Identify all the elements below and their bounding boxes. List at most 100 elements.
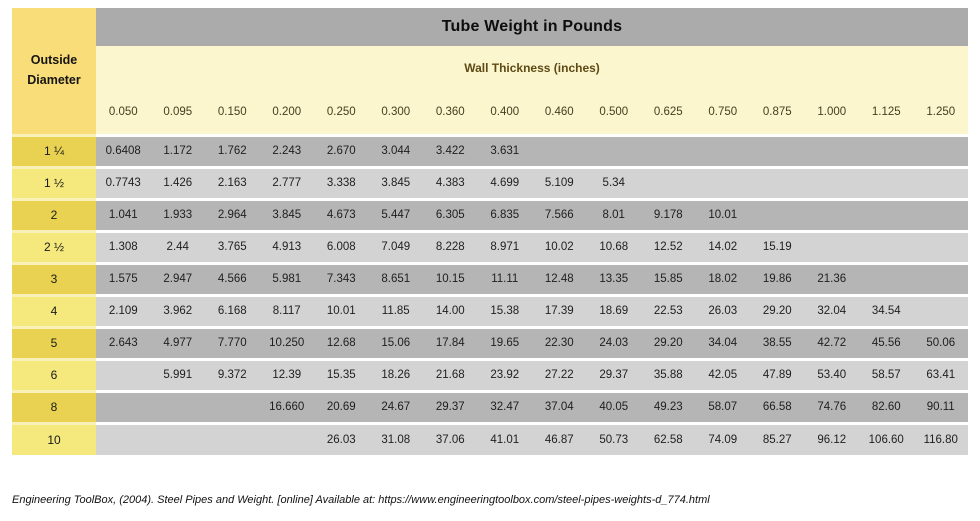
table-cell: 8.117: [259, 293, 314, 327]
table-row-1¼: 1 ¼ 0.6408 1.172 1.762 2.243 2.670 3.044 3.422 3…: [12, 133, 968, 167]
column-header-0.400: 0.400: [477, 90, 532, 135]
table-cell: 18.69: [586, 293, 641, 327]
table-cell: 96.12: [804, 421, 859, 455]
table-cell-empty: [913, 133, 968, 167]
table-cell-empty: [695, 165, 750, 199]
column-header-0.250: 0.250: [314, 90, 369, 135]
table-cell: 1.575: [96, 261, 151, 295]
table-cell: 24.67: [368, 389, 423, 423]
table-cell: 5.109: [532, 165, 587, 199]
table-cell: 24.03: [586, 325, 641, 359]
table-cell: 4.566: [205, 261, 260, 295]
table-cell: 18.26: [368, 357, 423, 391]
table-cell-empty: [96, 421, 151, 455]
table-cell: 14.00: [423, 293, 478, 327]
table-cell-empty: [804, 197, 859, 231]
table-cell: 50.06: [913, 325, 968, 359]
table-cell: 3.631: [477, 133, 532, 167]
table-cell: 3.765: [205, 229, 260, 263]
row-label: 10: [12, 421, 96, 455]
table-cell-empty: [804, 229, 859, 263]
table-cell: 74.09: [695, 421, 750, 455]
table-cell: 1.041: [96, 197, 151, 231]
table-cell-empty: [859, 229, 914, 263]
column-group-row: Wall Thickness (inches): [12, 46, 968, 90]
table-cell: 3.044: [368, 133, 423, 167]
table-cell: 15.19: [750, 229, 805, 263]
table-cell-empty: [859, 197, 914, 231]
table-body: Outside Diameter Tube Weight in Pounds W…: [12, 8, 968, 455]
table-cell: 6.835: [477, 197, 532, 231]
table-cell: 2.947: [150, 261, 205, 295]
column-header-0.150: 0.150: [205, 90, 260, 135]
table-cell: 9.372: [205, 357, 260, 391]
row-label: 2: [12, 197, 96, 231]
table-cell: 12.52: [641, 229, 696, 263]
table-cell: 42.05: [695, 357, 750, 391]
table-cell: 22.53: [641, 293, 696, 327]
table-cell: 12.48: [532, 261, 587, 295]
table-cell: 26.03: [314, 421, 369, 455]
table-cell: 23.92: [477, 357, 532, 391]
table-cell: 29.20: [750, 293, 805, 327]
table-cell-empty: [96, 389, 151, 423]
row-label: 1 ¼: [12, 133, 96, 167]
table-cell-empty: [532, 133, 587, 167]
table-cell: 53.40: [804, 357, 859, 391]
table-cell: 2.163: [205, 165, 260, 199]
table-cell: 12.39: [259, 357, 314, 391]
table-cell-empty: [750, 197, 805, 231]
row-label: 2 ½: [12, 229, 96, 263]
table-cell: 2.670: [314, 133, 369, 167]
table-cell: 82.60: [859, 389, 914, 423]
table-cell: 2.777: [259, 165, 314, 199]
table-cell: 4.673: [314, 197, 369, 231]
table-cell: 74.76: [804, 389, 859, 423]
table-cell: 20.69: [314, 389, 369, 423]
table-cell-empty: [150, 421, 205, 455]
table-cell: 7.343: [314, 261, 369, 295]
table-cell: 5.34: [586, 165, 641, 199]
table-cell: 116.80: [913, 421, 968, 455]
table-cell: 3.845: [368, 165, 423, 199]
title-row: Outside Diameter Tube Weight in Pounds: [12, 8, 968, 135]
column-header-1.000: 1.000: [804, 90, 859, 135]
table-cell: 1.933: [150, 197, 205, 231]
column-header-0.625: 0.625: [641, 90, 696, 135]
table-row-8: 8 16.660 20.69 24.67 29.37 32.47 37.04 40.05 49.…: [12, 389, 968, 423]
table-cell: 29.37: [586, 357, 641, 391]
table-cell: 29.20: [641, 325, 696, 359]
table-cell: 46.87: [532, 421, 587, 455]
table-cell: 21.68: [423, 357, 478, 391]
table-cell: 3.962: [150, 293, 205, 327]
table-row-5: 5 2.643 4.977 7.770 10.250 12.68 15.06 17.84 19.…: [12, 325, 968, 359]
table-cell: 12.68: [314, 325, 369, 359]
table-cell: 0.7743: [96, 165, 151, 199]
table-cell: 1.762: [205, 133, 260, 167]
table-cell: 19.65: [477, 325, 532, 359]
table-cell-empty: [96, 357, 151, 391]
table-cell: 4.699: [477, 165, 532, 199]
table-cell: 8.228: [423, 229, 478, 263]
table-cell: 21.36: [804, 261, 859, 295]
row-group-header: Outside Diameter: [12, 8, 96, 135]
table-cell-empty: [804, 133, 859, 167]
column-header-1.125: 1.125: [859, 90, 914, 135]
table-cell: 17.39: [532, 293, 587, 327]
row-label: 5: [12, 325, 96, 359]
table-cell: 31.08: [368, 421, 423, 455]
table-cell: 11.85: [368, 293, 423, 327]
table-cell: 7.770: [205, 325, 260, 359]
table-cell: 19.86: [750, 261, 805, 295]
table-row-2: 2 1.041 1.933 2.964 3.845 4.673 5.447 6.305 6.83…: [12, 197, 968, 231]
row-label: 1 ½: [12, 165, 96, 199]
table-cell-empty: [913, 229, 968, 263]
table-cell: 41.01: [477, 421, 532, 455]
table-cell: 8.971: [477, 229, 532, 263]
table-cell: 6.305: [423, 197, 478, 231]
table-cell: 11.11: [477, 261, 532, 295]
table-cell: 2.643: [96, 325, 151, 359]
table-cell: 29.37: [423, 389, 478, 423]
table-cell: 22.30: [532, 325, 587, 359]
